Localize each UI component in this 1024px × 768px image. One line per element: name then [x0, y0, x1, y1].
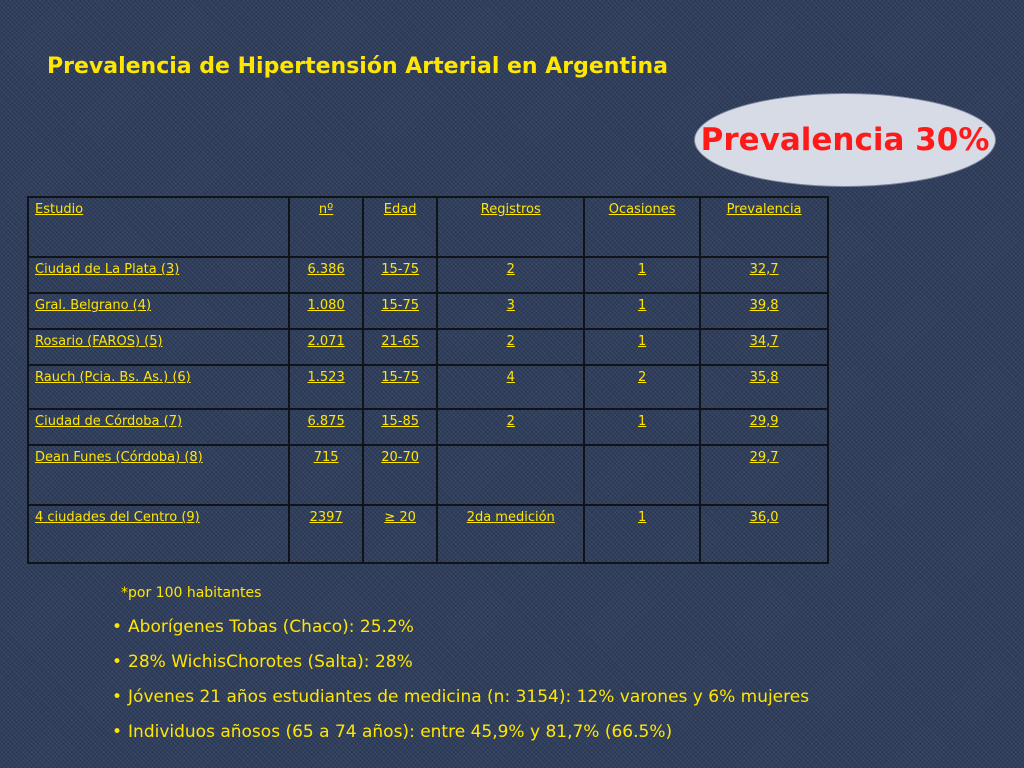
table-cell: 29,9 — [699, 408, 829, 446]
list-item: • 28% WichisChorotes (Salta): 28% — [112, 648, 809, 683]
bullet-list: • Aborígenes Tobas (Chaco): 25.2% • 28% Wi… — [112, 613, 809, 753]
table-cell: Rosario (FAROS) (5) — [26, 328, 291, 366]
table-cell: 1 — [583, 256, 702, 294]
table-cell: ≥ 20 — [361, 504, 439, 564]
column-header: Estudio — [26, 196, 291, 258]
table-cell: 15-75 — [361, 292, 439, 330]
table-cell: 1.523 — [288, 364, 364, 410]
table-cell: Rauch (Pcia. Bs. As.) (6) — [26, 364, 291, 410]
table-cell: 29,7 — [699, 444, 829, 506]
list-item-text: Jóvenes 21 años estudiantes de medicina … — [128, 687, 810, 707]
table-cell: 2397 — [288, 504, 364, 564]
table-row: Ciudad de La Plata (3) 6.386 15-75 2 1 3… — [26, 256, 829, 294]
bullet-icon: • — [112, 722, 123, 742]
table-cell: Gral. Belgrano (4) — [26, 292, 291, 330]
column-header: Prevalencia — [699, 196, 829, 258]
table-row: Rauch (Pcia. Bs. As.) (6) 1.523 15-75 4 … — [26, 364, 829, 410]
list-item: • Jóvenes 21 años estudiantes de medicina… — [112, 683, 809, 718]
bullet-icon: • — [112, 652, 123, 672]
table-cell: 35,8 — [699, 364, 829, 410]
table-cell: 20-70 — [361, 444, 439, 506]
table-cell: 4 — [436, 364, 586, 410]
table-cell: Dean Funes (Córdoba) (8) — [26, 444, 291, 506]
table-cell — [583, 444, 702, 506]
list-item: • Aborígenes Tobas (Chaco): 25.2% — [112, 613, 809, 648]
table-cell: 2.071 — [288, 328, 364, 366]
table-cell — [436, 444, 586, 506]
column-header: nº — [288, 196, 364, 258]
table-row: Ciudad de Córdoba (7) 6.875 15-85 2 1 29… — [26, 408, 829, 446]
table-cell: 21-65 — [361, 328, 439, 366]
table-cell: 6.386 — [288, 256, 364, 294]
table-cell: 2 — [436, 256, 586, 294]
table-cell: 6.875 — [288, 408, 364, 446]
table-cell: 15-75 — [361, 364, 439, 410]
footnote: *por 100 habitantes — [121, 585, 262, 601]
study-table: Estudio nº Edad Registros Ocasiones Prev… — [26, 196, 829, 564]
page-title: Prevalencia de Hipertensión Arterial en … — [47, 54, 669, 79]
table-cell: 715 — [288, 444, 364, 506]
table-cell: 1.080 — [288, 292, 364, 330]
table-cell: 32,7 — [699, 256, 829, 294]
table-cell: 36,0 — [699, 504, 829, 564]
column-header: Registros — [436, 196, 586, 258]
table-row: 4 ciudades del Centro (9) 2397 ≥ 20 2da … — [26, 504, 829, 564]
bullet-icon: • — [112, 617, 123, 637]
list-item-text: 28% WichisChorotes (Salta): 28% — [128, 652, 413, 672]
list-item-text: Aborígenes Tobas (Chaco): 25.2% — [128, 617, 414, 637]
table-cell: 4 ciudades del Centro (9) — [26, 504, 291, 564]
list-item-text: Individuos añosos (65 a 74 años): entre … — [128, 722, 673, 742]
table-cell: 1 — [583, 504, 702, 564]
table-cell: Ciudad de Córdoba (7) — [26, 408, 291, 446]
prevalence-badge-label: Prevalencia 30% — [700, 122, 990, 158]
table-row: Gral. Belgrano (4) 1.080 15-75 3 1 39,8 — [26, 292, 829, 330]
table-cell: 2da medición — [436, 504, 586, 564]
table-header-row: Estudio nº Edad Registros Ocasiones Prev… — [26, 196, 829, 258]
table-cell: 1 — [583, 328, 702, 366]
bullet-icon: • — [112, 687, 123, 707]
prevalence-badge: Prevalencia 30% — [694, 93, 996, 187]
table-cell: 15-85 — [361, 408, 439, 446]
table-cell: 1 — [583, 292, 702, 330]
table-row: Dean Funes (Córdoba) (8) 715 20-70 29,7 — [26, 444, 829, 506]
table-cell: 2 — [436, 328, 586, 366]
table-cell: 3 — [436, 292, 586, 330]
column-header: Edad — [361, 196, 439, 258]
table-cell: 2 — [436, 408, 586, 446]
table-cell: 1 — [583, 408, 702, 446]
table-cell: 2 — [583, 364, 702, 410]
table-cell: 15-75 — [361, 256, 439, 294]
table-row: Rosario (FAROS) (5) 2.071 21-65 2 1 34,7 — [26, 328, 829, 366]
table-cell: 34,7 — [699, 328, 829, 366]
column-header: Ocasiones — [583, 196, 702, 258]
table-cell: 39,8 — [699, 292, 829, 330]
list-item: • Individuos añosos (65 a 74 años): entre… — [112, 718, 809, 753]
table-cell: Ciudad de La Plata (3) — [26, 256, 291, 294]
